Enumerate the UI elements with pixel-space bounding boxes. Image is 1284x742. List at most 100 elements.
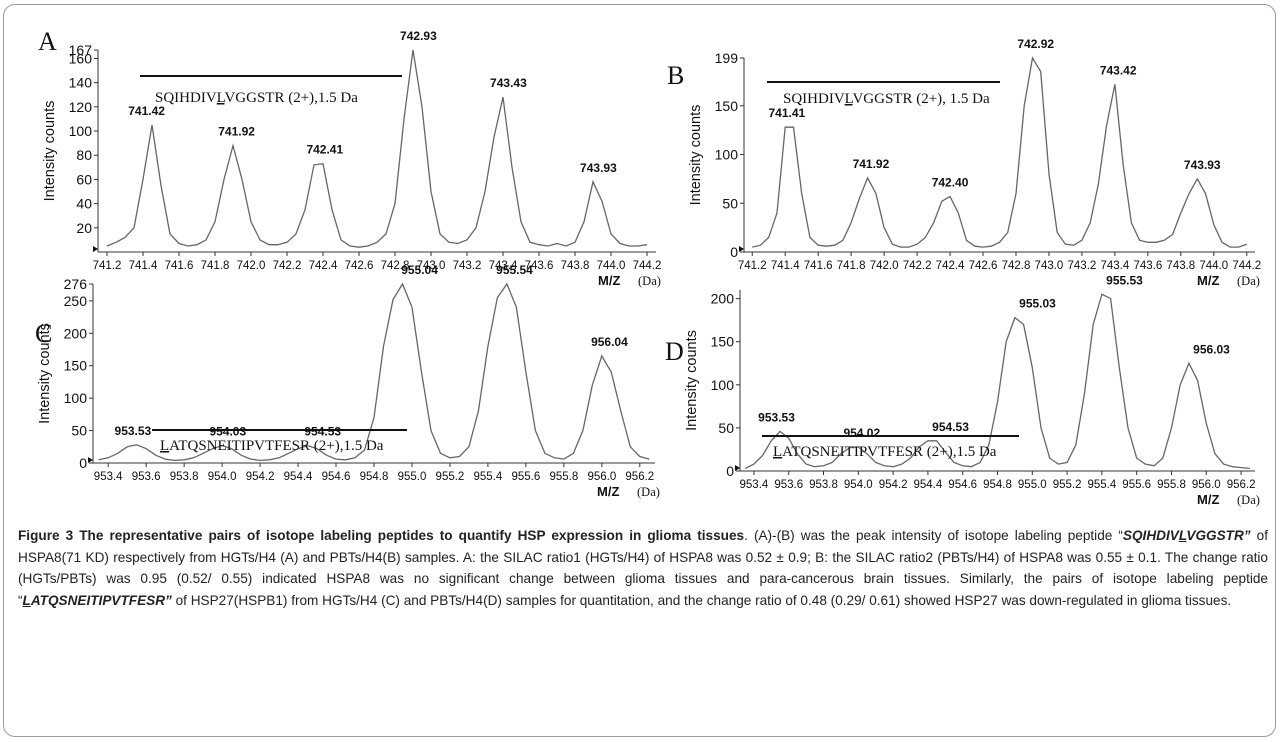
panel-d-xtick-label: 953.6 [774, 479, 803, 491]
panel-a-ylabel: Intensity counts [42, 101, 58, 202]
panel-b-xtick-label: 743.4 [1100, 260, 1129, 272]
panel-c-annotation: LATQSNEITIPVTFESR (2+),1.5 Da [160, 438, 384, 454]
panel-d-xlabel: M/Z [1197, 492, 1219, 507]
panel-d-ytick-label: 100 [711, 377, 735, 393]
panel-a-xtick-label: 741.2 [93, 260, 122, 272]
panel-a-xtick-label: 741.8 [201, 260, 230, 272]
panel-b-annotation: SQIHDIVLVGGSTR (2+), 1.5 Da [783, 91, 990, 107]
panel-a-zero-marker [93, 246, 98, 252]
panel-b-peak-label: 743.93 [1184, 158, 1221, 172]
panel-d-ytick-label: 0 [726, 463, 734, 479]
panel-b-xtick-label: 742.2 [903, 260, 932, 272]
panel-a-xtick-label: 742.4 [309, 260, 338, 272]
panel-b-xtick-label: 742.4 [936, 260, 965, 272]
caption-part2: of HSPA8(71 KD) respectively from HGTs/H… [18, 528, 1269, 608]
panel-b-annotation-part: VGGSTR (2+), 1.5 Da [852, 91, 990, 107]
panel-b-ylabel: Intensity counts [688, 105, 704, 206]
panel-d-xtick-label: 954.8 [983, 479, 1012, 491]
panel-b-xtick-label: 743.2 [1068, 260, 1097, 272]
panel-c-ytick-label: 200 [64, 325, 88, 341]
panel-b-peak-label: 742.40 [932, 175, 969, 189]
panel-a-spectrum-line [106, 49, 648, 248]
panel-a-xtick-label: 742.6 [345, 260, 374, 272]
panel-a-annotation: SQIHDIVLVGGSTR (2+),1.5 Da [155, 90, 358, 106]
caption-part1: . (A)-(B) was the peak intensity of isot… [744, 528, 1123, 543]
caption-part3: of HSP27(HSPB1) from HGTs/H4 (C) and PBT… [171, 592, 1232, 608]
caption-peptide2-after: ATQSNEITIPVTFESR” [30, 592, 172, 608]
panel-d-ytick-label: 200 [711, 291, 735, 307]
panel-b-spectrum-line [752, 56, 1248, 248]
panel-b-xlabel: M/Z [1197, 273, 1219, 288]
panel-c-ylabel: Intensity counts [37, 323, 53, 424]
caption-peptide1-after: VGGSTR” [1186, 528, 1251, 543]
panel-d-peak-label: 953.53 [758, 410, 795, 424]
panel-d-peak-label: 954.53 [932, 420, 969, 434]
panel-b-ytick-label: 150 [715, 98, 739, 114]
panel-d-xtick-label: 956.2 [1227, 479, 1256, 491]
panel-b-xtick-label: 741.6 [804, 260, 833, 272]
panel-a-ytick-label: 100 [69, 123, 93, 139]
caption-peptide2-underlined: L [22, 592, 31, 608]
panel-a-ytick-label: 140 [69, 75, 93, 91]
panel-d-ytick-label: 50 [718, 420, 734, 436]
panel-a-xtick-label: 742.8 [381, 260, 410, 272]
panel-d-xtick-label: 956.0 [1192, 479, 1221, 491]
panel-c-xtick-label: 954.4 [284, 471, 313, 483]
panel-d-xtick-label: 955.0 [1018, 479, 1047, 491]
panel-b-annotation-part: SQIHDIV [783, 91, 845, 107]
panel-b-xlabel-unit: (Da) [1237, 274, 1260, 288]
panel-c-xtick-label: 953.6 [132, 471, 161, 483]
panel-a-peak-label: 742.93 [400, 29, 437, 43]
panel-c-xtick-label: 954.0 [208, 471, 237, 483]
caption-title: Figure 3 The representative pairs of iso… [18, 528, 745, 543]
panel-b-ytick-label: 199 [715, 50, 739, 66]
panel-b-ytick-label: 50 [722, 195, 738, 211]
panel-c-ytick-label: 250 [64, 293, 88, 309]
figure-caption: Figure 3 The representative pairs of iso… [18, 525, 1268, 611]
panel-c-peak-label: 954.03 [209, 424, 246, 438]
panel-c-ytick-label: 100 [64, 390, 88, 406]
panel-c-peak-label: 953.53 [115, 424, 152, 438]
panel-d-zero-marker [735, 465, 740, 471]
panel-a-peak-label: 741.92 [218, 125, 255, 139]
panel-c-peak-label: 955.54 [496, 263, 533, 277]
panel-a-ytick-label: 80 [76, 147, 92, 163]
panel-d-xtick-label: 954.0 [844, 479, 873, 491]
panel-a-annotation-part: L [217, 90, 226, 106]
panel-a-ytick-label: 40 [76, 196, 92, 212]
panel-d-xtick-label: 954.2 [879, 479, 908, 491]
panel-d-xtick-label: 955.6 [1122, 479, 1151, 491]
panel-a-ytick-label: 167 [69, 42, 93, 58]
panel-d-peak-label: 955.03 [1019, 297, 1056, 311]
panel-b-peak-label: 742.92 [1017, 37, 1054, 51]
panel-c-ytick-label: 276 [64, 276, 88, 292]
panel-a-ytick-label: 160 [69, 50, 93, 66]
panel-b-xtick-label: 743.8 [1166, 260, 1195, 272]
panel-c-xtick-label: 953.8 [170, 471, 199, 483]
panel-d-xtick-label: 953.4 [740, 479, 769, 491]
panel-a-xtick-label: 741.6 [165, 260, 194, 272]
panel-d-xtick-label: 954.4 [914, 479, 943, 491]
panel-b-xtick-label: 741.2 [738, 260, 767, 272]
panel-b-xtick-label: 742.6 [969, 260, 998, 272]
panel-a-xtick-label: 741.4 [129, 260, 158, 272]
panel-c-xtick-label: 954.2 [246, 471, 275, 483]
panel-c-xtick-label: 955.8 [549, 471, 578, 483]
panel-a-ytick-label: 60 [76, 171, 92, 187]
panel-b-peak-label: 741.41 [769, 106, 806, 120]
panel-c-ytick-label: 150 [64, 358, 88, 374]
panel-b-ytick-label: 100 [715, 147, 739, 163]
panel-d-peak-label: 955.53 [1106, 273, 1143, 287]
panel-d-xtick-label: 954.6 [948, 479, 977, 491]
panel-d-xlabel-unit: (Da) [1237, 493, 1260, 507]
panel-b-zero-marker [739, 246, 744, 252]
panel-c-xtick-label: 955.6 [512, 471, 541, 483]
panel-b-peak-label: 743.42 [1100, 63, 1137, 77]
panel-c-annotation-part: L [160, 438, 169, 454]
panel-c-xtick-label: 955.4 [474, 471, 503, 483]
panel-c-xlabel: M/Z [597, 484, 619, 499]
panel-b-xtick-label: 743.6 [1133, 260, 1162, 272]
panel-b-xtick-label: 741.8 [837, 260, 866, 272]
panel-c-ytick-label: 0 [79, 455, 87, 471]
panel-a-xtick-label: 744.2 [633, 260, 662, 272]
